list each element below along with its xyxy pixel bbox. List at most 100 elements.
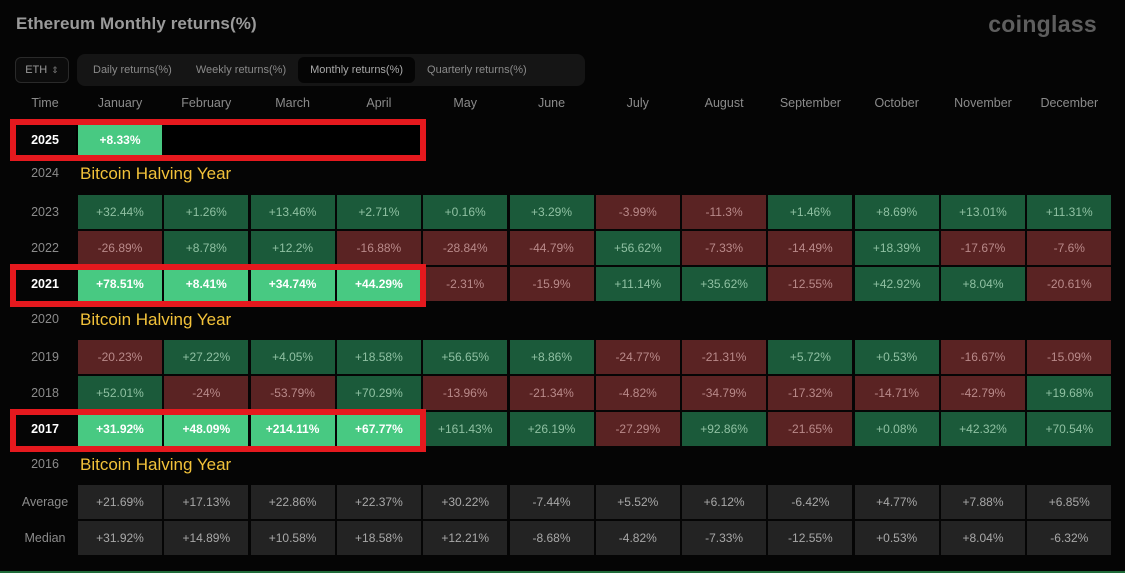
row-label-average: Average [21, 495, 69, 509]
return-cell: +12.2% [250, 231, 335, 265]
return-cell: +52.01% [78, 376, 162, 410]
return-cell: -15.9% [509, 267, 594, 301]
stat-cell: +22.86% [250, 485, 335, 519]
return-cell: -24.77% [595, 340, 680, 374]
stat-cell: +22.37% [336, 485, 421, 519]
return-cell: -20.23% [78, 340, 162, 374]
column-header-october: October [874, 96, 919, 110]
return-cell: +31.92% [78, 412, 162, 446]
row-label-2022: 2022 [31, 241, 59, 255]
return-cell: -17.67% [941, 231, 1025, 265]
return-cell: +8.41% [164, 267, 249, 301]
stat-cell: +0.53% [854, 521, 939, 555]
stat-cell: -8.68% [509, 521, 594, 555]
return-cell: +92.86% [682, 412, 767, 446]
stat-cell: +8.04% [941, 521, 1025, 555]
return-cell: -11.3% [682, 195, 767, 229]
return-cell: -7.33% [682, 231, 767, 265]
return-cell: +8.33% [78, 123, 162, 157]
return-cell: +32.44% [78, 195, 162, 229]
return-cell: +19.68% [1027, 376, 1112, 410]
column-header-april: April [366, 96, 392, 110]
stat-cell: -4.82% [595, 521, 680, 555]
return-cell: +70.29% [336, 376, 421, 410]
return-cell: +2.71% [336, 195, 421, 229]
return-cell: -21.31% [682, 340, 767, 374]
annotation-box-2017 [10, 409, 426, 452]
page-title: Ethereum Monthly returns(%) [16, 14, 257, 33]
return-cell: +18.39% [854, 231, 939, 265]
return-cell: +3.29% [509, 195, 594, 229]
return-cell: -34.79% [682, 376, 767, 410]
return-cell: -16.88% [336, 231, 421, 265]
return-cell: -15.09% [1027, 340, 1112, 374]
stat-cell: +21.69% [78, 485, 162, 519]
return-cell: -42.79% [941, 376, 1025, 410]
stat-cell: +31.92% [78, 521, 162, 555]
stat-cell: +7.88% [941, 485, 1025, 519]
return-cell: +70.54% [1027, 412, 1112, 446]
return-cell: +56.65% [423, 340, 508, 374]
column-header-august: August [704, 96, 744, 110]
return-cell: -26.89% [78, 231, 162, 265]
return-cell: +26.19% [509, 412, 594, 446]
tab-quarterly-returns[interactable]: Quarterly returns(%) [427, 64, 527, 76]
stat-cell: +14.89% [164, 521, 249, 555]
stat-cell: +6.12% [682, 485, 767, 519]
asset-select[interactable]: ETH ⇕ [15, 57, 69, 83]
stat-cell: -12.55% [768, 521, 853, 555]
halving-year-label: Bitcoin Halving Year [80, 455, 232, 474]
return-cell: +1.46% [768, 195, 853, 229]
return-cell: -14.71% [854, 376, 939, 410]
stat-cell: +12.21% [423, 521, 508, 555]
return-cell: +35.62% [682, 267, 767, 301]
return-cell: -27.29% [595, 412, 680, 446]
stat-cell: +18.58% [336, 521, 421, 555]
stat-cell: -7.33% [682, 521, 767, 555]
return-cell: +0.16% [423, 195, 508, 229]
tab-weekly-returns[interactable]: Weekly returns(%) [195, 64, 287, 76]
return-cell: -53.79% [250, 376, 335, 410]
asset-select-value: ETH [25, 64, 48, 76]
row-label-2020: 2020 [31, 312, 59, 326]
row-label-2024: 2024 [31, 166, 59, 180]
return-cell: +27.22% [164, 340, 249, 374]
halving-year-label: Bitcoin Halving Year [80, 310, 232, 329]
return-cell: +8.78% [164, 231, 249, 265]
row-label-median: Median [24, 531, 66, 545]
column-header-december: December [1040, 96, 1099, 110]
return-cell: +13.46% [250, 195, 335, 229]
row-label-2017: 2017 [31, 422, 59, 436]
halving-year-label: Bitcoin Halving Year [80, 164, 232, 183]
stat-cell: +4.77% [854, 485, 939, 519]
return-cell: +8.86% [509, 340, 594, 374]
return-cell: +5.72% [768, 340, 853, 374]
return-cell: +48.09% [164, 412, 249, 446]
return-cell: +67.77% [336, 412, 421, 446]
tab-monthly-returns[interactable]: Monthly returns(%) [298, 57, 416, 83]
return-cell: +11.31% [1027, 195, 1112, 229]
bottom-border [0, 571, 1125, 573]
return-cell: +44.29% [336, 267, 421, 301]
column-header-september: September [779, 96, 841, 110]
stat-cell: +5.52% [595, 485, 680, 519]
annotation-box-2021 [10, 264, 426, 307]
return-cell: +42.32% [941, 412, 1025, 446]
return-cell: +11.14% [595, 267, 680, 301]
return-cell: +18.58% [336, 340, 421, 374]
return-cell: -17.32% [768, 376, 853, 410]
stat-cell: -6.42% [768, 485, 853, 519]
return-cell: -14.49% [768, 231, 853, 265]
return-cell: -13.96% [423, 376, 508, 410]
stat-cell: -7.44% [509, 485, 594, 519]
return-cell: -24% [164, 376, 249, 410]
tab-daily-returns[interactable]: Daily returns(%) [93, 64, 172, 76]
return-cell: +0.08% [854, 412, 939, 446]
column-header-march: March [275, 96, 310, 110]
column-header-time: Time [31, 96, 59, 110]
column-header-june: June [537, 96, 566, 110]
return-cell: +78.51% [78, 267, 162, 301]
stat-cell: -6.32% [1027, 521, 1112, 555]
row-label-2019: 2019 [31, 350, 59, 364]
return-cell: +13.01% [941, 195, 1025, 229]
